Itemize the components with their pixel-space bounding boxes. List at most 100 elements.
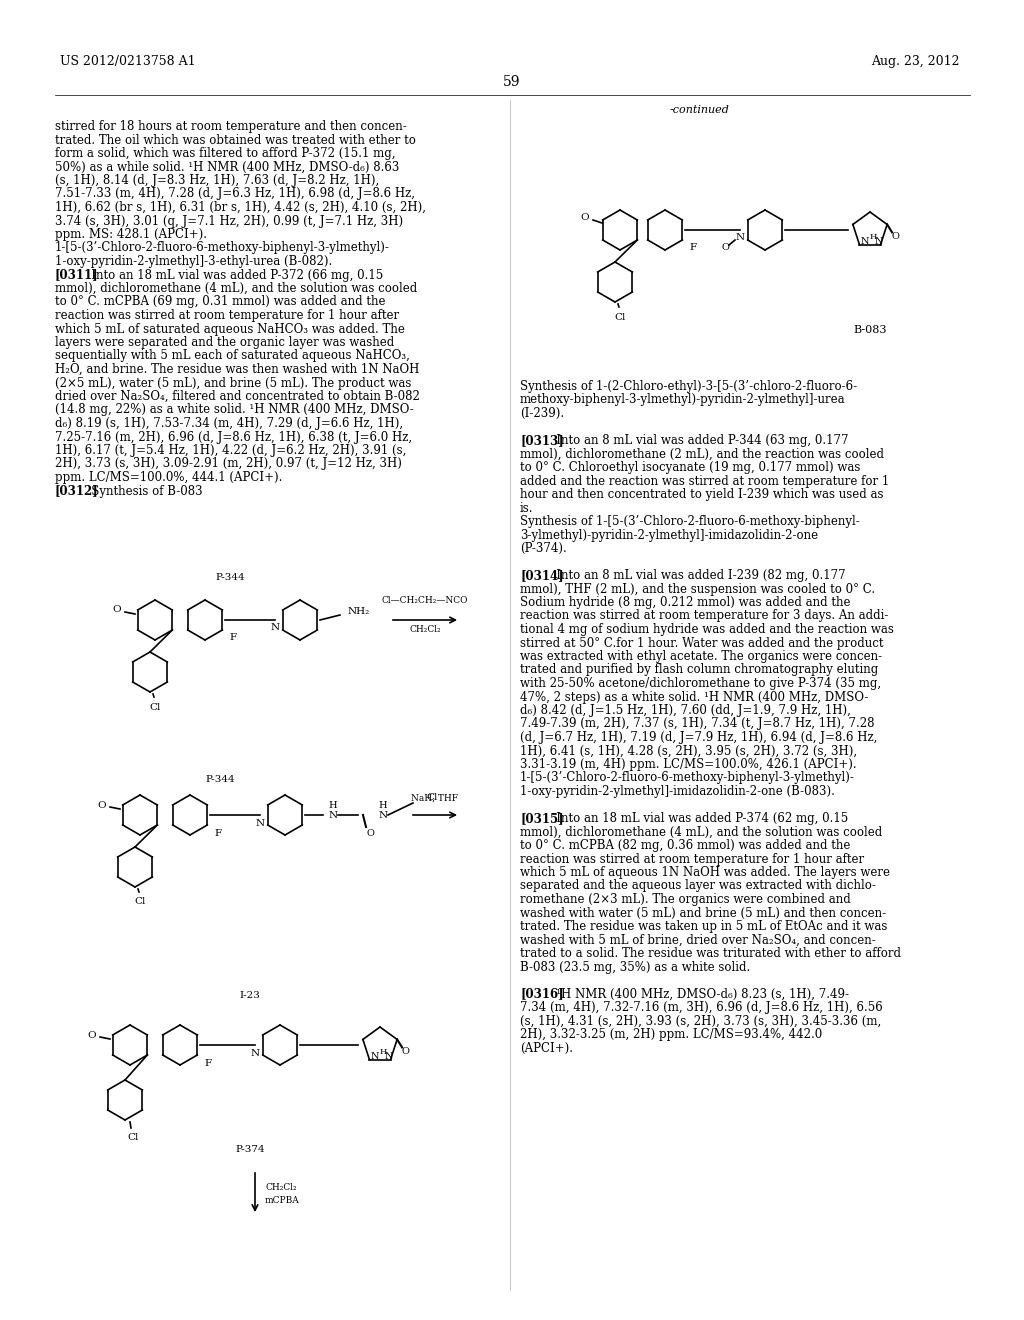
Text: CH₂Cl₂: CH₂Cl₂ — [410, 624, 440, 634]
Text: N: N — [384, 1052, 393, 1061]
Text: trated to a solid. The residue was triturated with ether to afford: trated to a solid. The residue was tritu… — [520, 946, 901, 960]
Text: 2H), 3.32-3.25 (m, 2H) ppm. LC/MS=93.4%, 442.0: 2H), 3.32-3.25 (m, 2H) ppm. LC/MS=93.4%,… — [520, 1028, 822, 1041]
Text: 47%, 2 steps) as a white solid. ¹H NMR (400 MHz, DMSO-: 47%, 2 steps) as a white solid. ¹H NMR (… — [520, 690, 868, 704]
Text: O: O — [581, 214, 590, 223]
Text: N: N — [329, 810, 338, 820]
Text: Cl: Cl — [150, 702, 161, 711]
Text: (P-374).: (P-374). — [520, 543, 566, 554]
Text: mmol), dichloromethane (4 mL), and the solution was cooled: mmol), dichloromethane (4 mL), and the s… — [520, 825, 883, 838]
Text: was extracted with ethyl acetate. The organics were concen-: was extracted with ethyl acetate. The or… — [520, 649, 882, 663]
Text: O: O — [401, 1047, 409, 1056]
Text: reaction was stirred at room temperature for 1 hour after: reaction was stirred at room temperature… — [520, 853, 864, 866]
Text: [0312]: [0312] — [55, 484, 98, 498]
Text: F: F — [229, 634, 237, 643]
Text: N: N — [370, 1052, 379, 1061]
Text: (d, J=6.7 Hz, 1H), 7.19 (d, J=7.9 Hz, 1H), 6.94 (d, J=8.6 Hz,: (d, J=6.7 Hz, 1H), 7.19 (d, J=7.9 Hz, 1H… — [520, 731, 878, 744]
Text: I-23: I-23 — [240, 990, 260, 999]
Text: Cl: Cl — [614, 313, 626, 322]
Text: ppm. MS: 428.1 (APCI+).: ppm. MS: 428.1 (APCI+). — [55, 228, 207, 242]
Text: NaH, THF: NaH, THF — [412, 795, 459, 803]
Text: stirred at 50° C.for 1 hour. Water was added and the product: stirred at 50° C.for 1 hour. Water was a… — [520, 636, 884, 649]
Text: (s, 1H), 4.31 (s, 2H), 3.93 (s, 2H), 3.73 (s, 3H), 3.45-3.36 (m,: (s, 1H), 4.31 (s, 2H), 3.93 (s, 2H), 3.7… — [520, 1015, 882, 1027]
Text: which 5 mL of saturated aqueous NaHCO₃ was added. The: which 5 mL of saturated aqueous NaHCO₃ w… — [55, 322, 404, 335]
Text: (s, 1H), 8.14 (d, J=8.3 Hz, 1H), 7.63 (d, J=8.2 Hz, 1H),: (s, 1H), 8.14 (d, J=8.3 Hz, 1H), 7.63 (d… — [55, 174, 379, 187]
Text: P-374: P-374 — [236, 1146, 265, 1155]
Text: hour and then concentrated to yield I-239 which was used as: hour and then concentrated to yield I-23… — [520, 488, 884, 502]
Text: Cl: Cl — [127, 1134, 138, 1143]
Text: Into an 8 mL vial was added P-344 (63 mg, 0.177: Into an 8 mL vial was added P-344 (63 mg… — [545, 434, 849, 447]
Text: 3.74 (s, 3H), 3.01 (q, J=7.1 Hz, 2H), 0.99 (t, J=7.1 Hz, 3H): 3.74 (s, 3H), 3.01 (q, J=7.1 Hz, 2H), 0.… — [55, 214, 403, 227]
Text: Into an 18 mL vial was added P-372 (66 mg, 0.15: Into an 18 mL vial was added P-372 (66 m… — [80, 268, 383, 281]
Text: 59: 59 — [503, 75, 521, 88]
Text: added and the reaction was stirred at room temperature for 1: added and the reaction was stirred at ro… — [520, 474, 889, 487]
Text: N: N — [874, 238, 883, 246]
Text: with 25-50% acetone/dichloromethane to give P-374 (35 mg,: with 25-50% acetone/dichloromethane to g… — [520, 677, 881, 690]
Text: F: F — [689, 243, 696, 252]
Text: d₆) 8.42 (d, J=1.5 Hz, 1H), 7.60 (dd, J=1.9, 7.9 Hz, 1H),: d₆) 8.42 (d, J=1.5 Hz, 1H), 7.60 (dd, J=… — [520, 704, 851, 717]
Text: B-083 (23.5 mg, 35%) as a white solid.: B-083 (23.5 mg, 35%) as a white solid. — [520, 961, 751, 974]
Text: N: N — [860, 238, 868, 246]
Text: trated and purified by flash column chromatography eluting: trated and purified by flash column chro… — [520, 664, 879, 676]
Text: separated and the aqueous layer was extracted with dichlo-: separated and the aqueous layer was extr… — [520, 879, 876, 892]
Text: -continued: -continued — [670, 106, 730, 115]
Text: N: N — [735, 234, 744, 243]
Text: is.: is. — [520, 502, 534, 515]
Text: Aug. 23, 2012: Aug. 23, 2012 — [871, 55, 961, 69]
Text: Synthesis of 1-(2-Chloro-ethyl)-3-[5-(3’-chloro-2-fluoro-6-: Synthesis of 1-(2-Chloro-ethyl)-3-[5-(3’… — [520, 380, 857, 393]
Text: [0311]: [0311] — [55, 268, 98, 281]
Text: form a solid, which was filtered to afford P-372 (15.1 mg,: form a solid, which was filtered to affo… — [55, 147, 395, 160]
Text: [0314]: [0314] — [520, 569, 563, 582]
Text: 7.51-7.33 (m, 4H), 7.28 (d, J=6.3 Hz, 1H), 6.98 (d, J=8.6 Hz,: 7.51-7.33 (m, 4H), 7.28 (d, J=6.3 Hz, 1H… — [55, 187, 415, 201]
Text: Into an 18 mL vial was added P-374 (62 mg, 0.15: Into an 18 mL vial was added P-374 (62 m… — [545, 812, 849, 825]
Text: N: N — [255, 818, 264, 828]
Text: H: H — [380, 1048, 387, 1056]
Text: Synthesis of B-083: Synthesis of B-083 — [80, 484, 203, 498]
Text: trated. The residue was taken up in 5 mL of EtOAc and it was: trated. The residue was taken up in 5 mL… — [520, 920, 888, 933]
Text: to 0° C. mCPBA (82 mg, 0.36 mmol) was added and the: to 0° C. mCPBA (82 mg, 0.36 mmol) was ad… — [520, 840, 850, 851]
Text: 50%) as a while solid. ¹H NMR (400 MHz, DMSO-d₆) 8.63: 50%) as a while solid. ¹H NMR (400 MHz, … — [55, 161, 399, 173]
Text: (14.8 mg, 22%) as a white solid. ¹H NMR (400 MHz, DMSO-: (14.8 mg, 22%) as a white solid. ¹H NMR … — [55, 404, 414, 417]
Text: 7.34 (m, 4H), 7.32-7.16 (m, 3H), 6.96 (d, J=8.6 Hz, 1H), 6.56: 7.34 (m, 4H), 7.32-7.16 (m, 3H), 6.96 (d… — [520, 1001, 883, 1014]
Text: H: H — [869, 232, 878, 240]
Text: trated. The oil which was obtained was treated with ether to: trated. The oil which was obtained was t… — [55, 133, 416, 147]
Text: (I-239).: (I-239). — [520, 407, 564, 420]
Text: Into an 8 mL vial was added I-239 (82 mg, 0.177: Into an 8 mL vial was added I-239 (82 mg… — [545, 569, 846, 582]
Text: Cl: Cl — [426, 792, 437, 801]
Text: [0315]: [0315] — [520, 812, 563, 825]
Text: US 2012/0213758 A1: US 2012/0213758 A1 — [60, 55, 196, 69]
Text: F: F — [205, 1059, 212, 1068]
Text: O: O — [113, 606, 121, 615]
Text: 7.25-7.16 (m, 2H), 6.96 (d, J=8.6 Hz, 1H), 6.38 (t, J=6.0 Hz,: 7.25-7.16 (m, 2H), 6.96 (d, J=8.6 Hz, 1H… — [55, 430, 412, 444]
Text: tional 4 mg of sodium hydride was added and the reaction was: tional 4 mg of sodium hydride was added … — [520, 623, 894, 636]
Text: P-344: P-344 — [205, 776, 234, 784]
Text: O: O — [891, 232, 899, 242]
Text: O: O — [97, 800, 106, 809]
Text: mmol), dichloromethane (4 mL), and the solution was cooled: mmol), dichloromethane (4 mL), and the s… — [55, 282, 417, 294]
Text: [0316]: [0316] — [520, 987, 563, 1001]
Text: 1-[5-(3’-Chloro-2-fluoro-6-methoxy-biphenyl-3-ylmethyl)-: 1-[5-(3’-Chloro-2-fluoro-6-methoxy-biphe… — [520, 771, 855, 784]
Text: O: O — [366, 829, 374, 837]
Text: 3.31-3.19 (m, 4H) ppm. LC/MS=100.0%, 426.1 (APCI+).: 3.31-3.19 (m, 4H) ppm. LC/MS=100.0%, 426… — [520, 758, 857, 771]
Text: romethane (2×3 mL). The organics were combined and: romethane (2×3 mL). The organics were co… — [520, 894, 851, 906]
Text: B-083: B-083 — [853, 325, 887, 335]
Text: reaction was stirred at room temperature for 3 days. An addi-: reaction was stirred at room temperature… — [520, 610, 889, 623]
Text: H: H — [379, 800, 387, 809]
Text: H: H — [329, 800, 337, 809]
Text: 7.49-7.39 (m, 2H), 7.37 (s, 1H), 7.34 (t, J=8.7 Hz, 1H), 7.28: 7.49-7.39 (m, 2H), 7.37 (s, 1H), 7.34 (t… — [520, 718, 874, 730]
Text: CH₂Cl₂: CH₂Cl₂ — [265, 1183, 297, 1192]
Text: F: F — [214, 829, 221, 837]
Text: to 0° C. Chloroethyl isocyanate (19 mg, 0.177 mmol) was: to 0° C. Chloroethyl isocyanate (19 mg, … — [520, 461, 860, 474]
Text: O: O — [88, 1031, 96, 1040]
Text: mCPBA: mCPBA — [265, 1196, 300, 1205]
Text: dried over Na₂SO₄, filtered and concentrated to obtain B-082: dried over Na₂SO₄, filtered and concentr… — [55, 389, 420, 403]
Text: washed with 5 mL of brine, dried over Na₂SO₄, and concen-: washed with 5 mL of brine, dried over Na… — [520, 933, 876, 946]
Text: washed with water (5 mL) and brine (5 mL) and then concen-: washed with water (5 mL) and brine (5 mL… — [520, 907, 886, 920]
Text: 1-oxy-pyridin-2-ylmethyl]-imidazolidin-2-one (B-083).: 1-oxy-pyridin-2-ylmethyl]-imidazolidin-2… — [520, 785, 835, 799]
Text: sequentially with 5 mL each of saturated aqueous NaHCO₃,: sequentially with 5 mL each of saturated… — [55, 350, 410, 363]
Text: mmol), dichloromethane (2 mL), and the reaction was cooled: mmol), dichloromethane (2 mL), and the r… — [520, 447, 884, 461]
Text: reaction was stirred at room temperature for 1 hour after: reaction was stirred at room temperature… — [55, 309, 399, 322]
Text: N: N — [270, 623, 280, 632]
Text: 1-oxy-pyridin-2-ylmethyl]-3-ethyl-urea (B-082).: 1-oxy-pyridin-2-ylmethyl]-3-ethyl-urea (… — [55, 255, 332, 268]
Text: 1H), 6.17 (t, J=5.4 Hz, 1H), 4.22 (d, J=6.2 Hz, 2H), 3.91 (s,: 1H), 6.17 (t, J=5.4 Hz, 1H), 4.22 (d, J=… — [55, 444, 407, 457]
Text: [0313]: [0313] — [520, 434, 564, 447]
